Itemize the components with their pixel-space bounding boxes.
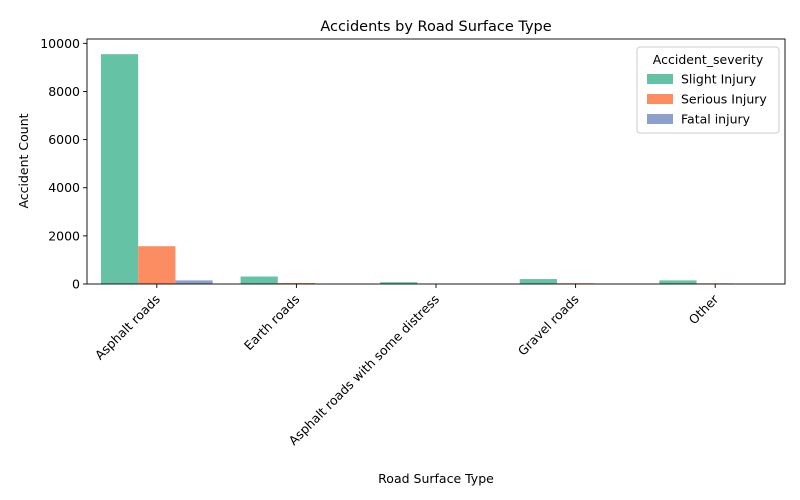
- legend-box: [636, 46, 780, 134]
- y-tick-label-4: 8000: [48, 84, 80, 99]
- x-tick-label-4: Other: [686, 291, 722, 327]
- bar-1-1: [277, 283, 316, 284]
- y-tick-label-5: 10000: [40, 36, 80, 51]
- bar-0-1: [240, 276, 278, 284]
- bar-0-2: [380, 282, 418, 284]
- y-tick-label-1: 2000: [48, 228, 80, 243]
- legend-swatch-1: [647, 94, 673, 104]
- y-axis-label: Accident Count: [16, 113, 31, 208]
- bar-1-0: [138, 246, 176, 284]
- y-tick-label-0: 0: [72, 277, 80, 292]
- bar-0-0: [100, 54, 139, 284]
- y-axis: 0 2000 4000 6000 8000 10000: [40, 36, 87, 292]
- legend-title: Accident_severity: [653, 52, 764, 67]
- legend-swatch-2: [647, 114, 673, 124]
- bar-2-0: [175, 280, 213, 284]
- chart-title: Accidents by Road Surface Type: [320, 19, 551, 35]
- legend-label-0: Slight Injury: [681, 72, 757, 87]
- x-tick-label-1: Earth roads: [241, 292, 303, 354]
- legend-label-2: Fatal injury: [681, 112, 751, 127]
- x-axis-label: Road Surface Type: [378, 471, 494, 486]
- x-tick-label-3: Gravel roads: [515, 292, 582, 359]
- legend-swatch-0: [647, 74, 673, 84]
- x-tick-label-0: Asphalt roads: [92, 292, 163, 363]
- legend-label-1: Serious Injury: [681, 92, 767, 107]
- legend: Accident_severity Slight Injury Serious In…: [636, 46, 780, 134]
- y-tick-label-2: 4000: [48, 180, 80, 195]
- bar-0-4: [659, 280, 697, 284]
- y-tick-label-3: 6000: [48, 132, 80, 147]
- x-tick-label-2: Asphalt roads with some distress: [286, 292, 443, 449]
- bar-0-3: [519, 279, 557, 284]
